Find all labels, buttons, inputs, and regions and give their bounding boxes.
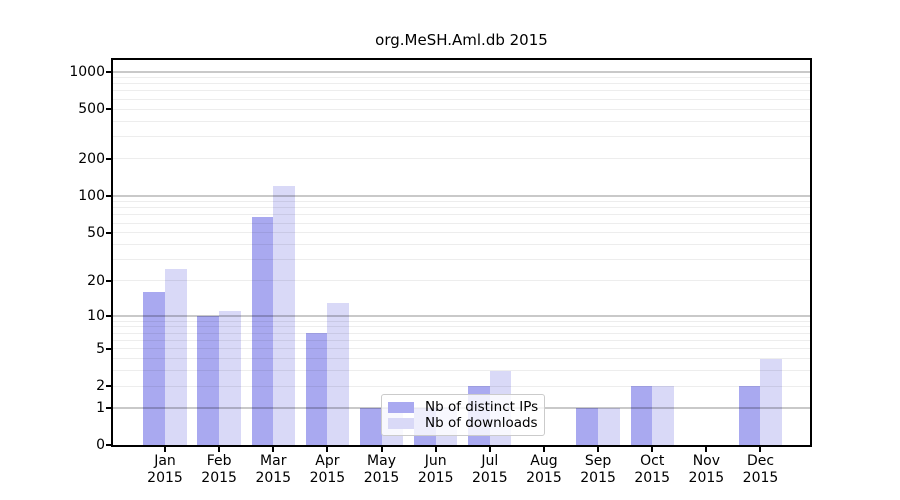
y-tick-label-0: 0 — [96, 437, 105, 453]
y-tick-label-100: 100 — [78, 187, 105, 204]
bar-downloads-dec — [760, 358, 783, 445]
x-tick-label-apr: Apr 2015 — [309, 453, 346, 486]
x-tick-mark-dec — [759, 447, 762, 452]
x-tick-mark-sep — [597, 447, 600, 452]
x-tick-mark-jul — [488, 447, 491, 452]
x-tick-mark-mar — [272, 447, 275, 452]
y-tick-mark-0 — [106, 444, 111, 446]
minor-gridline-6 — [113, 340, 810, 342]
bar-distinct-ips-mar — [251, 217, 274, 445]
minor-gridline-600 — [113, 98, 810, 100]
minor-gridline-900 — [113, 76, 810, 78]
minor-gridline-90 — [113, 201, 810, 202]
x-tick-label-feb: Feb 2015 — [201, 453, 237, 486]
minor-gridline-800 — [113, 83, 810, 85]
minor-gridline-60 — [113, 222, 810, 224]
x-tick-label-dec: Dec 2015 — [742, 453, 779, 486]
bar-downloads-oct — [652, 386, 674, 445]
x-tick-label-nov: Nov 2015 — [688, 453, 725, 486]
legend-label-downloads: Nb of downloads — [425, 415, 538, 431]
y-tick-mark-20 — [106, 279, 111, 282]
bar-distinct-ips-jan — [143, 292, 165, 445]
minor-gridline-5 — [113, 348, 810, 350]
x-tick-label-jul: Jul 2015 — [471, 453, 508, 486]
x-tick-label-may: May 2015 — [363, 453, 400, 486]
y-tick-mark-1000 — [106, 70, 111, 73]
bar-downloads-sep — [598, 408, 620, 445]
y-tick-mark-10 — [106, 315, 111, 318]
bar-downloads-apr — [327, 302, 350, 445]
y-tick-label-5: 5 — [96, 340, 105, 357]
plot-area — [111, 58, 812, 447]
minor-gridline-7 — [113, 332, 810, 334]
minor-gridline-50 — [113, 232, 810, 234]
y-tick-label-500: 500 — [78, 101, 105, 118]
x-tick-label-oct: Oct 2015 — [634, 453, 671, 486]
minor-gridline-9 — [113, 320, 810, 322]
x-tick-label-jan: Jan 2015 — [147, 453, 183, 486]
x-tick-label-sep: Sep 2015 — [580, 453, 616, 486]
x-tick-mark-nov — [705, 447, 708, 452]
y-tick-mark-2 — [106, 385, 111, 388]
y-tick-label-1: 1 — [96, 400, 105, 417]
y-tick-label-2: 2 — [96, 378, 105, 395]
minor-gridline-500 — [113, 108, 810, 110]
minor-gridline-400 — [113, 120, 810, 122]
bar-distinct-ips-sep — [576, 408, 599, 445]
legend-swatch-downloads — [388, 417, 414, 429]
bar-downloads-mar — [273, 186, 295, 445]
minor-gridline-20 — [113, 280, 810, 282]
bar-distinct-ips-feb — [197, 316, 220, 445]
x-tick-mark-aug — [542, 447, 545, 452]
minor-gridline-70 — [113, 214, 810, 216]
legend-row-downloads: Nb of downloads — [388, 415, 538, 431]
y-tick-label-50: 50 — [87, 224, 105, 241]
bar-distinct-ips-dec — [738, 386, 761, 445]
x-tick-mark-may — [380, 447, 383, 452]
major-gridline-10 — [113, 315, 810, 318]
minor-gridline-200 — [113, 158, 810, 160]
chart-title: org.MeSH.Aml.db 2015 — [375, 31, 548, 49]
y-tick-mark-1 — [106, 407, 111, 410]
y-tick-label-10: 10 — [87, 308, 105, 325]
x-tick-mark-apr — [326, 447, 329, 452]
y-tick-mark-100 — [106, 194, 111, 197]
x-tick-label-mar: Mar 2015 — [255, 453, 292, 486]
x-tick-mark-jan — [164, 447, 166, 452]
legend-swatch-distinct-ips — [388, 401, 414, 413]
minor-gridline-4 — [113, 358, 810, 360]
x-tick-mark-jun — [434, 447, 437, 452]
y-tick-mark-50 — [106, 231, 111, 234]
bar-downloads-feb — [219, 311, 241, 445]
y-tick-mark-500 — [106, 108, 111, 111]
minor-gridline-30 — [113, 259, 810, 261]
minor-gridline-80 — [113, 207, 810, 209]
x-tick-mark-feb — [218, 447, 221, 452]
bar-distinct-ips-apr — [305, 333, 328, 445]
minor-gridline-40 — [113, 244, 810, 246]
y-tick-label-200: 200 — [78, 150, 105, 167]
minor-gridline-8 — [113, 326, 810, 328]
y-tick-label-1000: 1000 — [69, 63, 105, 80]
minor-gridline-700 — [113, 90, 810, 92]
x-tick-mark-oct — [651, 447, 654, 452]
minor-gridline-300 — [113, 136, 810, 138]
x-tick-label-jun: Jun 2015 — [417, 453, 454, 486]
legend-label-distinct-ips: Nb of distinct IPs — [425, 399, 539, 415]
y-tick-label-20: 20 — [87, 272, 105, 289]
bar-distinct-ips-may — [359, 408, 382, 445]
y-tick-mark-5 — [106, 347, 111, 350]
y-tick-mark-200 — [106, 157, 111, 160]
legend: Nb of distinct IPs Nb of downloads — [381, 394, 545, 436]
major-gridline-100 — [113, 194, 810, 197]
minor-gridline-3 — [113, 370, 810, 372]
minor-gridline-2 — [113, 385, 810, 387]
major-gridline-1000 — [113, 70, 810, 73]
legend-row-distinct-ips: Nb of distinct IPs — [388, 399, 538, 415]
x-tick-label-aug: Aug 2015 — [526, 453, 562, 486]
bar-distinct-ips-oct — [630, 386, 653, 445]
bar-downloads-jan — [165, 269, 187, 445]
